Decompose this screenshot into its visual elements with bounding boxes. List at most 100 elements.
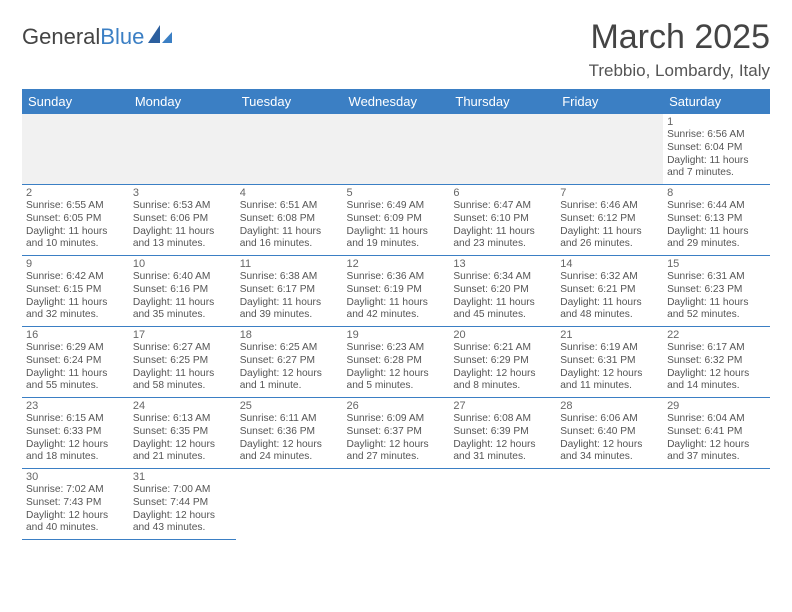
day-number: 22 bbox=[667, 329, 766, 341]
day-number: 16 bbox=[26, 329, 125, 341]
day-number: 12 bbox=[347, 258, 446, 270]
calendar-cell bbox=[663, 469, 770, 540]
calendar-cell: 28Sunrise: 6:06 AMSunset: 6:40 PMDayligh… bbox=[556, 398, 663, 469]
day-info: Sunrise: 6:25 AMSunset: 6:27 PMDaylight:… bbox=[240, 342, 339, 393]
calendar-cell bbox=[129, 114, 236, 185]
calendar-cell: 2Sunrise: 6:55 AMSunset: 6:05 PMDaylight… bbox=[22, 185, 129, 256]
calendar-cell: 27Sunrise: 6:08 AMSunset: 6:39 PMDayligh… bbox=[449, 398, 556, 469]
calendar-cell: 19Sunrise: 6:23 AMSunset: 6:28 PMDayligh… bbox=[343, 327, 450, 398]
col-header: Thursday bbox=[449, 89, 556, 114]
col-header: Monday bbox=[129, 89, 236, 114]
day-number: 30 bbox=[26, 471, 125, 483]
calendar-cell bbox=[556, 469, 663, 540]
day-info: Sunrise: 6:06 AMSunset: 6:40 PMDaylight:… bbox=[560, 413, 659, 464]
calendar-cell: 10Sunrise: 6:40 AMSunset: 6:16 PMDayligh… bbox=[129, 256, 236, 327]
day-info: Sunrise: 6:47 AMSunset: 6:10 PMDaylight:… bbox=[453, 200, 552, 251]
day-info: Sunrise: 6:27 AMSunset: 6:25 PMDaylight:… bbox=[133, 342, 232, 393]
day-number: 28 bbox=[560, 400, 659, 412]
day-info: Sunrise: 6:40 AMSunset: 6:16 PMDaylight:… bbox=[133, 271, 232, 322]
day-info: Sunrise: 6:21 AMSunset: 6:29 PMDaylight:… bbox=[453, 342, 552, 393]
day-number: 15 bbox=[667, 258, 766, 270]
col-header: Saturday bbox=[663, 89, 770, 114]
calendar-cell bbox=[236, 469, 343, 540]
day-number: 8 bbox=[667, 187, 766, 199]
day-info: Sunrise: 7:02 AMSunset: 7:43 PMDaylight:… bbox=[26, 484, 125, 535]
calendar-cell: 31Sunrise: 7:00 AMSunset: 7:44 PMDayligh… bbox=[129, 469, 236, 540]
calendar-cell: 21Sunrise: 6:19 AMSunset: 6:31 PMDayligh… bbox=[556, 327, 663, 398]
day-info: Sunrise: 6:44 AMSunset: 6:13 PMDaylight:… bbox=[667, 200, 766, 251]
calendar-cell: 25Sunrise: 6:11 AMSunset: 6:36 PMDayligh… bbox=[236, 398, 343, 469]
day-info: Sunrise: 6:38 AMSunset: 6:17 PMDaylight:… bbox=[240, 271, 339, 322]
day-info: Sunrise: 6:56 AMSunset: 6:04 PMDaylight:… bbox=[667, 129, 766, 180]
calendar-cell bbox=[449, 114, 556, 185]
day-number: 20 bbox=[453, 329, 552, 341]
calendar-table: SundayMondayTuesdayWednesdayThursdayFrid… bbox=[22, 89, 770, 540]
calendar-cell bbox=[556, 114, 663, 185]
day-info: Sunrise: 6:04 AMSunset: 6:41 PMDaylight:… bbox=[667, 413, 766, 464]
calendar-cell: 1Sunrise: 6:56 AMSunset: 6:04 PMDaylight… bbox=[663, 114, 770, 185]
calendar-cell: 9Sunrise: 6:42 AMSunset: 6:15 PMDaylight… bbox=[22, 256, 129, 327]
brand-part2: Blue bbox=[100, 24, 144, 49]
day-info: Sunrise: 6:17 AMSunset: 6:32 PMDaylight:… bbox=[667, 342, 766, 393]
day-info: Sunrise: 6:23 AMSunset: 6:28 PMDaylight:… bbox=[347, 342, 446, 393]
day-info: Sunrise: 6:51 AMSunset: 6:08 PMDaylight:… bbox=[240, 200, 339, 251]
day-info: Sunrise: 7:00 AMSunset: 7:44 PMDaylight:… bbox=[133, 484, 232, 535]
day-info: Sunrise: 6:55 AMSunset: 6:05 PMDaylight:… bbox=[26, 200, 125, 251]
day-number: 4 bbox=[240, 187, 339, 199]
day-number: 31 bbox=[133, 471, 232, 483]
day-info: Sunrise: 6:08 AMSunset: 6:39 PMDaylight:… bbox=[453, 413, 552, 464]
calendar-cell: 15Sunrise: 6:31 AMSunset: 6:23 PMDayligh… bbox=[663, 256, 770, 327]
day-info: Sunrise: 6:36 AMSunset: 6:19 PMDaylight:… bbox=[347, 271, 446, 322]
day-number: 9 bbox=[26, 258, 125, 270]
calendar-cell: 12Sunrise: 6:36 AMSunset: 6:19 PMDayligh… bbox=[343, 256, 450, 327]
day-number: 6 bbox=[453, 187, 552, 199]
day-info: Sunrise: 6:32 AMSunset: 6:21 PMDaylight:… bbox=[560, 271, 659, 322]
month-title: March 2025 bbox=[589, 18, 770, 57]
calendar-cell: 26Sunrise: 6:09 AMSunset: 6:37 PMDayligh… bbox=[343, 398, 450, 469]
brand-logo: GeneralBlue bbox=[22, 24, 174, 50]
day-number: 5 bbox=[347, 187, 446, 199]
location-subtitle: Trebbio, Lombardy, Italy bbox=[589, 61, 770, 81]
calendar-cell bbox=[449, 469, 556, 540]
day-number: 7 bbox=[560, 187, 659, 199]
day-info: Sunrise: 6:34 AMSunset: 6:20 PMDaylight:… bbox=[453, 271, 552, 322]
col-header: Wednesday bbox=[343, 89, 450, 114]
calendar-cell: 23Sunrise: 6:15 AMSunset: 6:33 PMDayligh… bbox=[22, 398, 129, 469]
calendar-cell: 30Sunrise: 7:02 AMSunset: 7:43 PMDayligh… bbox=[22, 469, 129, 540]
calendar-cell: 7Sunrise: 6:46 AMSunset: 6:12 PMDaylight… bbox=[556, 185, 663, 256]
day-number: 18 bbox=[240, 329, 339, 341]
day-number: 19 bbox=[347, 329, 446, 341]
calendar-cell bbox=[343, 469, 450, 540]
day-info: Sunrise: 6:11 AMSunset: 6:36 PMDaylight:… bbox=[240, 413, 339, 464]
day-info: Sunrise: 6:49 AMSunset: 6:09 PMDaylight:… bbox=[347, 200, 446, 251]
sail-icon bbox=[148, 25, 174, 45]
calendar-cell: 22Sunrise: 6:17 AMSunset: 6:32 PMDayligh… bbox=[663, 327, 770, 398]
calendar-cell: 17Sunrise: 6:27 AMSunset: 6:25 PMDayligh… bbox=[129, 327, 236, 398]
day-number: 24 bbox=[133, 400, 232, 412]
day-number: 10 bbox=[133, 258, 232, 270]
day-info: Sunrise: 6:09 AMSunset: 6:37 PMDaylight:… bbox=[347, 413, 446, 464]
col-header: Friday bbox=[556, 89, 663, 114]
day-number: 14 bbox=[560, 258, 659, 270]
calendar-cell: 8Sunrise: 6:44 AMSunset: 6:13 PMDaylight… bbox=[663, 185, 770, 256]
day-number: 1 bbox=[667, 116, 766, 128]
day-info: Sunrise: 6:13 AMSunset: 6:35 PMDaylight:… bbox=[133, 413, 232, 464]
calendar-cell bbox=[343, 114, 450, 185]
col-header: Tuesday bbox=[236, 89, 343, 114]
calendar-cell: 13Sunrise: 6:34 AMSunset: 6:20 PMDayligh… bbox=[449, 256, 556, 327]
day-info: Sunrise: 6:42 AMSunset: 6:15 PMDaylight:… bbox=[26, 271, 125, 322]
day-number: 23 bbox=[26, 400, 125, 412]
day-info: Sunrise: 6:53 AMSunset: 6:06 PMDaylight:… bbox=[133, 200, 232, 251]
calendar-cell: 14Sunrise: 6:32 AMSunset: 6:21 PMDayligh… bbox=[556, 256, 663, 327]
calendar-cell: 18Sunrise: 6:25 AMSunset: 6:27 PMDayligh… bbox=[236, 327, 343, 398]
day-info: Sunrise: 6:19 AMSunset: 6:31 PMDaylight:… bbox=[560, 342, 659, 393]
calendar-cell: 11Sunrise: 6:38 AMSunset: 6:17 PMDayligh… bbox=[236, 256, 343, 327]
calendar-cell: 5Sunrise: 6:49 AMSunset: 6:09 PMDaylight… bbox=[343, 185, 450, 256]
day-info: Sunrise: 6:29 AMSunset: 6:24 PMDaylight:… bbox=[26, 342, 125, 393]
day-number: 13 bbox=[453, 258, 552, 270]
brand-part1: General bbox=[22, 24, 100, 49]
day-info: Sunrise: 6:15 AMSunset: 6:33 PMDaylight:… bbox=[26, 413, 125, 464]
calendar-cell: 20Sunrise: 6:21 AMSunset: 6:29 PMDayligh… bbox=[449, 327, 556, 398]
calendar-cell: 29Sunrise: 6:04 AMSunset: 6:41 PMDayligh… bbox=[663, 398, 770, 469]
day-number: 29 bbox=[667, 400, 766, 412]
